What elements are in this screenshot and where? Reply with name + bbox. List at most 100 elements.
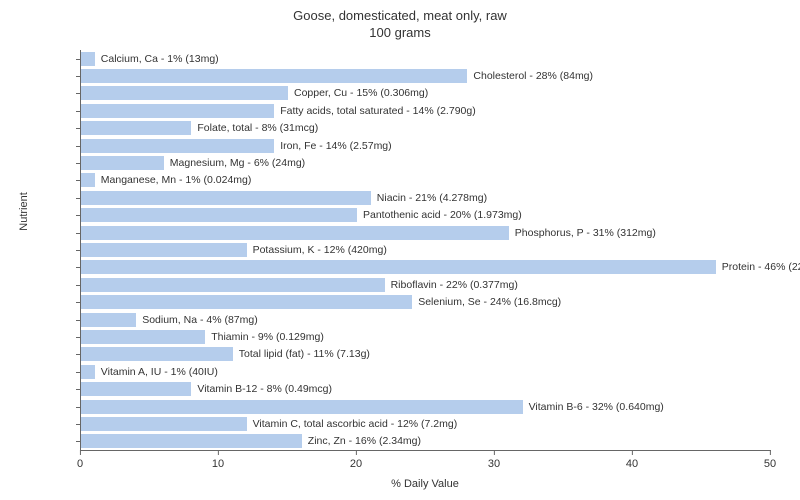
y-tick: [76, 372, 81, 373]
bar-row: Calcium, Ca - 1% (13mg): [81, 50, 771, 67]
nutrient-bar: [81, 208, 357, 222]
y-tick: [76, 337, 81, 338]
bar-row: Cholesterol - 28% (84mg): [81, 67, 771, 84]
chart-title: Goose, domesticated, meat only, raw 100 …: [0, 0, 800, 42]
nutrient-label: Magnesium, Mg - 6% (24mg): [164, 157, 305, 169]
nutrient-bar: [81, 400, 523, 414]
nutrient-bar: [81, 226, 509, 240]
title-line-2: 100 grams: [0, 25, 800, 42]
nutrient-label: Manganese, Mn - 1% (0.024mg): [95, 174, 252, 186]
nutrient-bar: [81, 434, 302, 448]
y-tick: [76, 93, 81, 94]
y-tick: [76, 267, 81, 268]
nutrient-bar: [81, 52, 95, 66]
nutrient-label: Iron, Fe - 14% (2.57mg): [274, 140, 391, 152]
y-tick: [76, 215, 81, 216]
nutrient-label: Vitamin B-6 - 32% (0.640mg): [523, 401, 664, 413]
y-tick: [76, 250, 81, 251]
nutrient-label: Sodium, Na - 4% (87mg): [136, 314, 258, 326]
bar-row: Iron, Fe - 14% (2.57mg): [81, 137, 771, 154]
nutrient-bar: [81, 365, 95, 379]
y-tick: [76, 111, 81, 112]
bar-row: Manganese, Mn - 1% (0.024mg): [81, 172, 771, 189]
bar-row: Folate, total - 8% (31mcg): [81, 120, 771, 137]
nutrient-bar: [81, 173, 95, 187]
bar-row: Phosphorus, P - 31% (312mg): [81, 224, 771, 241]
bar-row: Vitamin A, IU - 1% (40IU): [81, 363, 771, 380]
bar-row: Magnesium, Mg - 6% (24mg): [81, 154, 771, 171]
y-tick: [76, 407, 81, 408]
nutrient-label: Selenium, Se - 24% (16.8mcg): [412, 296, 561, 308]
nutrient-bar: [81, 295, 412, 309]
y-axis-title: Nutrient: [18, 192, 30, 231]
y-tick: [76, 285, 81, 286]
nutrient-bar: [81, 139, 274, 153]
x-tick-label: 10: [212, 458, 224, 470]
y-tick: [76, 128, 81, 129]
bar-row: Vitamin B-12 - 8% (0.49mcg): [81, 380, 771, 397]
bar-row: Niacin - 21% (4.278mg): [81, 189, 771, 206]
nutrient-bar: [81, 104, 274, 118]
bar-row: Riboflavin - 22% (0.377mg): [81, 276, 771, 293]
bar-row: Sodium, Na - 4% (87mg): [81, 311, 771, 328]
title-line-1: Goose, domesticated, meat only, raw: [0, 8, 800, 25]
nutrient-bar: [81, 278, 385, 292]
x-tick: 0: [77, 450, 83, 470]
x-tick-mark: [218, 450, 219, 455]
y-tick: [76, 354, 81, 355]
nutrient-bar: [81, 330, 205, 344]
bar-row: Protein - 46% (22.75g): [81, 259, 771, 276]
nutrient-bar: [81, 86, 288, 100]
bar-row: Potassium, K - 12% (420mg): [81, 241, 771, 258]
x-axis-title: % Daily Value: [80, 478, 770, 490]
nutrient-bar: [81, 347, 233, 361]
x-tick-mark: [356, 450, 357, 455]
bar-row: Thiamin - 9% (0.129mg): [81, 328, 771, 345]
nutrient-label: Riboflavin - 22% (0.377mg): [385, 279, 518, 291]
nutrient-bar: [81, 313, 136, 327]
x-tick-mark: [494, 450, 495, 455]
x-tick-mark: [632, 450, 633, 455]
bar-row: Copper, Cu - 15% (0.306mg): [81, 85, 771, 102]
x-tick-label: 30: [488, 458, 500, 470]
nutrient-label: Cholesterol - 28% (84mg): [467, 70, 593, 82]
nutrient-label: Vitamin A, IU - 1% (40IU): [95, 366, 218, 378]
y-tick: [76, 76, 81, 77]
nutrient-label: Total lipid (fat) - 11% (7.13g): [233, 348, 370, 360]
y-tick: [76, 320, 81, 321]
y-tick: [76, 302, 81, 303]
nutrient-label: Copper, Cu - 15% (0.306mg): [288, 87, 428, 99]
y-tick: [76, 424, 81, 425]
y-tick: [76, 389, 81, 390]
bar-row: Vitamin B-6 - 32% (0.640mg): [81, 398, 771, 415]
nutrient-label: Pantothenic acid - 20% (1.973mg): [357, 209, 522, 221]
nutrient-label: Vitamin C, total ascorbic acid - 12% (7.…: [247, 418, 458, 430]
nutrient-label: Vitamin B-12 - 8% (0.49mcg): [191, 383, 332, 395]
x-tick-mark: [80, 450, 81, 455]
nutrient-bar: [81, 121, 191, 135]
y-tick: [76, 59, 81, 60]
nutrient-bar: [81, 243, 247, 257]
nutrient-bar: [81, 382, 191, 396]
bar-row: Zinc, Zn - 16% (2.34mg): [81, 433, 771, 450]
nutrient-bar: [81, 191, 371, 205]
y-tick: [76, 441, 81, 442]
nutrient-chart: Goose, domesticated, meat only, raw 100 …: [0, 0, 800, 500]
x-tick-mark: [770, 450, 771, 455]
nutrient-label: Phosphorus, P - 31% (312mg): [509, 227, 656, 239]
nutrient-label: Fatty acids, total saturated - 14% (2.79…: [274, 105, 476, 117]
x-tick: 40: [626, 450, 638, 470]
nutrient-label: Potassium, K - 12% (420mg): [247, 244, 387, 256]
nutrient-label: Niacin - 21% (4.278mg): [371, 192, 487, 204]
bar-row: Pantothenic acid - 20% (1.973mg): [81, 207, 771, 224]
bar-row: Fatty acids, total saturated - 14% (2.79…: [81, 102, 771, 119]
nutrient-bar: [81, 69, 467, 83]
x-tick-label: 0: [77, 458, 83, 470]
nutrient-bar: [81, 156, 164, 170]
x-tick-label: 50: [764, 458, 776, 470]
bar-row: Vitamin C, total ascorbic acid - 12% (7.…: [81, 415, 771, 432]
x-tick: 10: [212, 450, 224, 470]
x-axis: 01020304050: [80, 450, 770, 480]
nutrient-label: Zinc, Zn - 16% (2.34mg): [302, 435, 421, 447]
y-tick: [76, 233, 81, 234]
